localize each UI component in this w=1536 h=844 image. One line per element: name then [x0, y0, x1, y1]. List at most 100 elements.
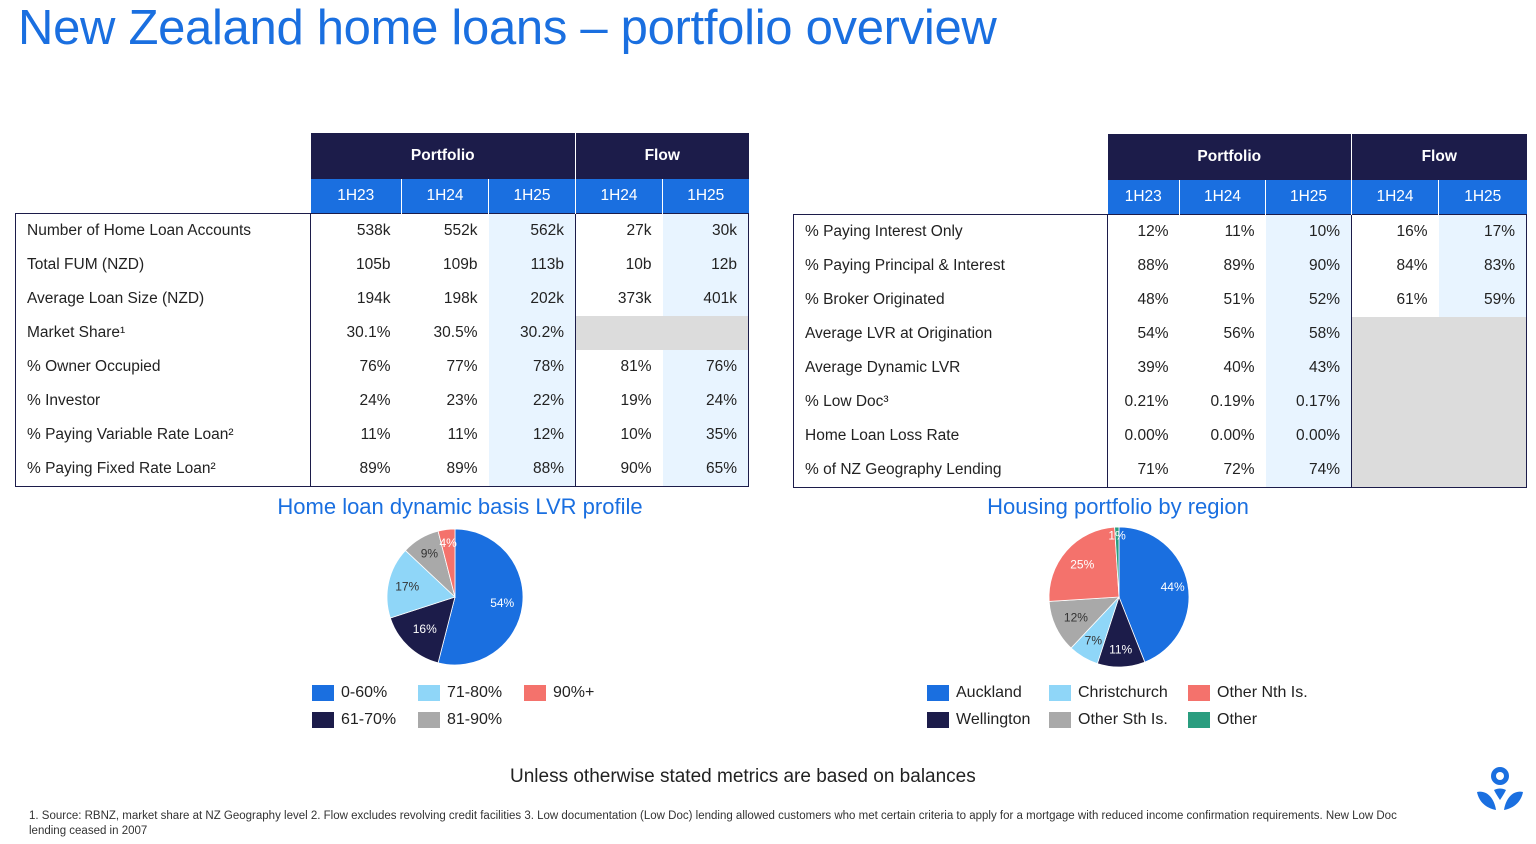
empty-cell	[1351, 385, 1439, 419]
table-row: % Paying Principal & Interest 88% 89% 90% 84…	[793, 249, 1527, 283]
table-cell: 84%	[1351, 249, 1439, 283]
table-row: % Investor 24% 23% 22% 19% 24%	[15, 384, 749, 418]
table-cell: 105b	[310, 248, 402, 282]
period-header: 1H25	[1438, 180, 1527, 215]
period-header: 1H24	[401, 179, 489, 214]
row-label: Home Loan Loss Rate	[793, 419, 1108, 453]
table-cell: 373k	[575, 282, 663, 316]
table-cell: 562k	[488, 213, 576, 248]
table-cell: 12b	[662, 248, 749, 282]
row-label: % Paying Variable Rate Loan²	[15, 418, 311, 452]
table-row: Home Loan Loss Rate 0.00% 0.00% 0.00%	[793, 419, 1527, 453]
legend-item: Christchurch	[1049, 684, 1168, 702]
table-row: % Owner Occupied 76% 77% 78% 81% 76%	[15, 350, 749, 384]
chart-title-lvr: Home loan dynamic basis LVR profile	[277, 494, 643, 519]
row-label: % Owner Occupied	[15, 350, 311, 384]
table-row: Total FUM (NZD) 105b 109b 113b 10b 12b	[15, 248, 749, 282]
table-cell: 30.1%	[310, 316, 402, 350]
legend-label: Other Nth Is.	[1217, 684, 1308, 701]
table-cell: 198k	[443, 290, 478, 307]
region-pie-chart: 44% 11% 7% 12% 25% 1%	[1048, 526, 1190, 668]
table-cell: 58%	[1265, 317, 1352, 351]
pie-slice-0-60-	[437, 528, 524, 666]
table-cell: 51%	[1223, 291, 1255, 308]
legend-label: Wellington	[956, 711, 1031, 728]
period-header: 1H24	[575, 179, 663, 214]
table-cell: 43%	[1265, 351, 1352, 385]
pie-slice-90-	[437, 528, 456, 598]
region-legend: Auckland Christchurch Other Nth Is. Welling…	[927, 684, 1347, 734]
table-cell: 77%	[446, 358, 478, 375]
table-cell: 0.00%	[1210, 427, 1255, 444]
table-row: Average Loan Size (NZD) 194k 198k 202k 373k 4…	[15, 282, 749, 316]
legend-label: 90%+	[553, 684, 595, 701]
table-cell: 10%	[1265, 214, 1352, 249]
period-header: 1H23	[310, 179, 402, 214]
legend-swatch	[1188, 712, 1210, 728]
table-cell: 72%	[1179, 453, 1266, 488]
empty-cell	[1438, 453, 1527, 488]
empty-cell	[575, 316, 663, 350]
table-cell: 23%	[446, 392, 478, 409]
lvr-legend: 0-60% 71-80% 90%+ 61-70% 81-90%	[312, 684, 632, 734]
table-cell: 24%	[310, 384, 402, 418]
pie-data-label: 12%	[1064, 610, 1088, 624]
table-cell: 202k	[488, 282, 576, 316]
table-cell: 24%	[662, 384, 749, 418]
pie-data-label: 16%	[413, 622, 437, 636]
table-row: Market Share¹ 30.1% 30.5% 30.2%	[15, 316, 749, 350]
table-cell: 109b	[443, 256, 478, 273]
period-header: 1H25	[1265, 180, 1352, 215]
table-cell: 0.19%	[1210, 393, 1255, 410]
group-header-portfolio: Portfolio	[1107, 134, 1352, 180]
table-row: % Paying Interest Only 12% 11% 10% 16% 17%	[793, 214, 1527, 249]
row-label: % Paying Fixed Rate Loan²	[15, 452, 311, 487]
table-cell: 11%	[447, 426, 478, 443]
pie-data-label: 54%	[490, 596, 514, 610]
legend-label: Christchurch	[1078, 684, 1168, 701]
table-cell: 81%	[575, 350, 663, 384]
table-cell: 59%	[1438, 283, 1527, 317]
table-cell: 30.2%	[488, 316, 576, 350]
table-cell: 78%	[488, 350, 576, 384]
table-cell: 113b	[488, 248, 576, 282]
legend-item: 71-80%	[418, 684, 502, 702]
row-label: Average Dynamic LVR	[793, 351, 1108, 385]
table-cell: 552k	[401, 213, 489, 248]
table-cell: 0.00%	[1265, 419, 1352, 453]
pie-slice-auckland	[1118, 526, 1190, 663]
legend-swatch	[1049, 712, 1071, 728]
table-cell: 61%	[1351, 283, 1439, 317]
table-row: % of NZ Geography Lending 71% 72% 74%	[793, 453, 1527, 488]
table-cell: 39%	[1107, 351, 1180, 385]
row-label: Average LVR at Origination	[793, 317, 1108, 351]
table-cell: 12%	[1107, 214, 1180, 249]
row-label: % Paying Principal & Interest	[793, 249, 1108, 283]
table-cell: 538k	[310, 213, 402, 248]
legend-swatch	[927, 712, 949, 728]
legend-item: Other	[1188, 711, 1257, 729]
table-cell: 90%	[575, 452, 663, 487]
legend-item: 90%+	[524, 684, 594, 702]
table-cell: 48%	[1107, 283, 1180, 317]
legend-item: Other Sth Is.	[1049, 711, 1168, 729]
pie-data-label: 17%	[395, 579, 419, 593]
legend-item: 0-60%	[312, 684, 387, 702]
table-row: % Broker Originated 48% 51% 52% 61% 59%	[793, 283, 1527, 317]
table-cell: 76%	[662, 350, 749, 384]
table-cell: 89%	[1223, 257, 1255, 274]
row-label: Average Loan Size (NZD)	[15, 282, 311, 316]
empty-cell	[1351, 317, 1439, 351]
balances-note: Unless otherwise stated metrics are base…	[510, 766, 976, 787]
lvr-pie-chart: 54% 16% 17% 9%4%	[386, 528, 524, 666]
legend-swatch	[312, 685, 334, 701]
table-cell: 0.21%	[1107, 385, 1180, 419]
table-cell: 0.00%	[1107, 419, 1180, 453]
chart-title-region: Housing portfolio by region	[987, 494, 1249, 519]
table-cell: 30.5%	[433, 324, 478, 341]
pie-data-label: 4%	[440, 536, 458, 550]
table-row: Number of Home Loan Accounts 538k 552k 562k…	[15, 213, 749, 248]
empty-cell	[1438, 419, 1527, 453]
table-cell: 83%	[1438, 249, 1527, 283]
row-label: % of NZ Geography Lending	[793, 453, 1108, 488]
